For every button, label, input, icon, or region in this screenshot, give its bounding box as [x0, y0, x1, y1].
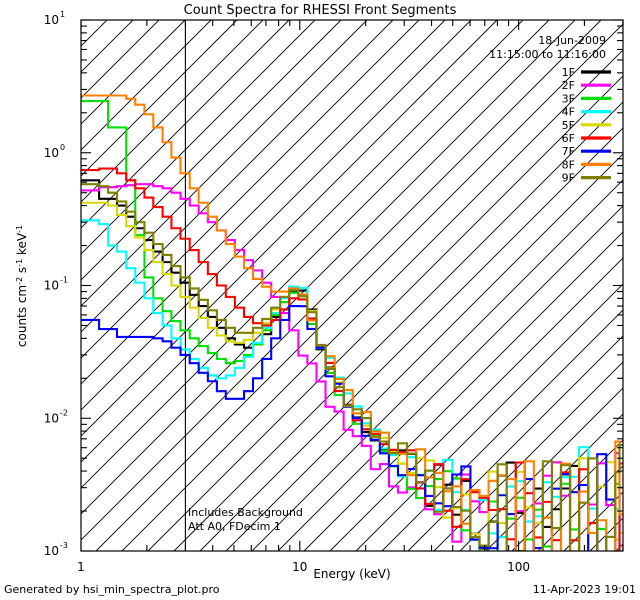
- y-tick-label: 10 -1: [44, 276, 68, 293]
- x-tick-label: 10: [292, 560, 307, 574]
- hatch-line: [199, 127, 623, 551]
- hatch-line: [485, 413, 623, 551]
- spectrum-line-7f: [81, 305, 623, 551]
- y-tick-mantissa: 10: [44, 279, 59, 293]
- legend-item-9f: 9F: [562, 172, 611, 185]
- observation-time-range: 11:15:00 to 11:16:00: [489, 48, 606, 61]
- spectrum-line-2f: [81, 183, 623, 551]
- legend-item-1f: 1F: [562, 66, 611, 79]
- render-timestamp: 11-Apr-2023 19:01: [533, 583, 636, 596]
- y-tick-mantissa: 10: [44, 13, 59, 27]
- hatch-line: [173, 101, 623, 551]
- hatch-line: [381, 309, 623, 551]
- legend-item-7f: 7F: [562, 145, 611, 158]
- hatch-line: [81, 20, 524, 463]
- y-tick-exponent: 1: [60, 10, 65, 19]
- hatch-line: [303, 231, 623, 551]
- y-tick-exponent: -2: [60, 408, 68, 417]
- hatch-line: [81, 20, 186, 125]
- page-title: Count Spectra for RHESSI Front Segments: [184, 3, 457, 18]
- legend-label: 5F: [562, 119, 575, 132]
- legend-label: 4F: [562, 106, 575, 119]
- x-tick-label: 1: [77, 560, 85, 574]
- y-tick-label: 10 0: [44, 143, 65, 160]
- x-tick-label: 100: [507, 560, 530, 574]
- hatch-line: [121, 49, 623, 551]
- hatch-line: [81, 20, 472, 411]
- plot-frame: [80, 19, 624, 552]
- generator-note: Generated by hsi_min_spectra_plot.pro: [4, 583, 220, 596]
- y-axis-label-text: counts cm-2 s-1 keV-1: [15, 225, 29, 347]
- legend-item-6f: 6F: [562, 132, 611, 145]
- legend-item-3f: 3F: [562, 92, 611, 105]
- y-tick-mantissa: 10: [44, 544, 59, 558]
- legend-label: 3F: [562, 92, 575, 105]
- hatch-line: [95, 23, 623, 551]
- hatch-line: [277, 205, 623, 551]
- observation-date: 18-Jun-2009: [538, 34, 606, 47]
- x-axis-tick-labels: 1 10 100: [77, 560, 530, 574]
- hatch-line: [81, 20, 602, 541]
- hatch-line: [459, 387, 623, 551]
- legend-label: 9F: [562, 172, 575, 185]
- legend-label: 2F: [562, 79, 575, 92]
- legend-label: 8F: [562, 158, 575, 171]
- hatch-line: [329, 257, 623, 551]
- y-tick-mantissa: 10: [44, 411, 59, 425]
- hatch-line: [251, 179, 623, 551]
- hatch-line: [81, 20, 342, 281]
- spectrum-line-9f: [81, 183, 623, 551]
- legend-item-5f: 5F: [562, 119, 611, 132]
- hatch-line: [81, 20, 316, 255]
- hatch-line: [81, 20, 238, 177]
- y-axis-label: counts cm-2 s-1 keV-1: [15, 225, 29, 347]
- hatch-line: [81, 20, 264, 203]
- legend-label: 7F: [562, 145, 575, 158]
- y-tick-exponent: -1: [60, 276, 68, 285]
- excluded-band-hatching: [81, 20, 623, 551]
- hatch-line: [81, 20, 550, 489]
- attenuator-note: Att A0, FDecim 1: [188, 520, 281, 533]
- hatch-line: [225, 153, 623, 551]
- hatch-line: [81, 20, 394, 333]
- hatch-line: [81, 20, 290, 229]
- x-axis-label: Energy (keV): [313, 567, 390, 581]
- legend-item-4f: 4F: [562, 106, 611, 119]
- legend-label: 6F: [562, 132, 575, 145]
- hatch-line: [81, 20, 576, 515]
- y-tick-exponent: -3: [60, 541, 68, 550]
- hatch-line: [147, 75, 623, 551]
- legend-item-8f: 8F: [562, 158, 611, 171]
- y-tick-exponent: 0: [60, 143, 65, 152]
- y-tick-mantissa: 10: [44, 146, 59, 160]
- legend-label: 1F: [562, 66, 575, 79]
- hatch-line: [81, 20, 212, 151]
- spectra-series-layer: [81, 94, 623, 551]
- hatch-line: [81, 20, 368, 307]
- y-tick-label: 10 -3: [44, 541, 68, 558]
- y-tick-label: 10 1: [44, 10, 65, 27]
- legend-item-2f: 2F: [562, 79, 611, 92]
- y-tick-label: 10 -2: [44, 408, 68, 425]
- hatch-line: [407, 335, 623, 551]
- hatch-line: [81, 20, 498, 437]
- background-note: Includes Background: [188, 506, 303, 519]
